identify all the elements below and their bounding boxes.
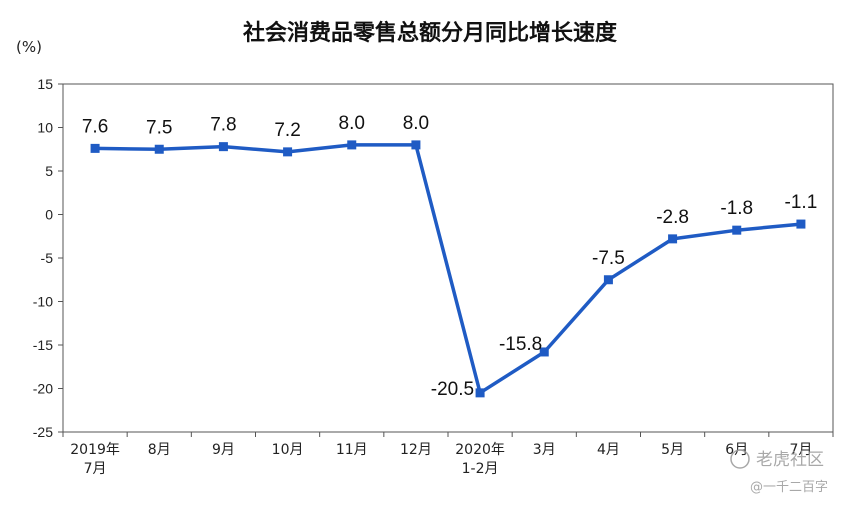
x-tick-label: 1-2月	[462, 461, 499, 477]
x-tick-label: 8月	[148, 442, 171, 458]
series-markers	[90, 140, 806, 398]
data-label: -2.8	[656, 207, 689, 228]
x-tick-label: 7月	[84, 461, 107, 477]
data-label: 8.0	[339, 113, 365, 134]
data-label: -1.1	[785, 192, 818, 213]
watermark: 老虎社区 @一千二百字	[730, 449, 828, 495]
data-point-marker	[283, 147, 293, 157]
data-point-marker	[732, 225, 742, 235]
watermark-logo-icon	[730, 449, 750, 469]
data-label: -7.5	[592, 248, 625, 269]
y-axis: 15 10 5 0 -5 -10 -15 -20 -25	[33, 76, 63, 440]
x-tick-label: 3月	[533, 442, 556, 458]
x-tick-label: 10月	[272, 442, 304, 458]
x-tick-label: 9月	[212, 442, 235, 458]
x-tick-label: 11月	[336, 442, 368, 458]
x-tick-label: 2020年	[455, 442, 505, 458]
y-tick-label: 15	[37, 76, 53, 92]
y-tick-label: 0	[45, 207, 53, 223]
data-label: 7.2	[274, 120, 300, 141]
x-tick-label: 2019年	[70, 442, 120, 458]
data-label: -15.8	[499, 334, 542, 355]
data-label: 7.5	[146, 117, 172, 138]
data-label: -1.8	[720, 198, 753, 219]
y-tick-label: 10	[37, 120, 53, 136]
y-axis-unit: (%)	[16, 38, 42, 56]
data-point-marker	[796, 219, 806, 229]
data-point-marker	[539, 347, 549, 357]
data-point-marker	[475, 388, 485, 398]
data-point-marker	[347, 140, 357, 150]
y-tick-label: 5	[45, 163, 53, 179]
data-point-marker	[603, 275, 613, 285]
data-label: 8.0	[403, 113, 429, 134]
x-tick-label: 5月	[661, 442, 684, 458]
data-label: 7.6	[82, 116, 108, 137]
data-point-marker	[218, 142, 228, 152]
watermark-handle: @一千二百字	[750, 480, 828, 495]
series-line	[95, 143, 802, 395]
data-point-marker	[668, 234, 678, 244]
data-point-marker	[411, 140, 421, 150]
y-tick-label: -10	[33, 294, 53, 310]
y-tick-label: -5	[41, 250, 54, 266]
data-label: 7.8	[210, 115, 236, 136]
y-tick-label: -15	[33, 337, 53, 353]
x-tick-label: 7月	[789, 442, 812, 458]
data-labels: 7.6 7.5 7.8 7.2 8.0 8.0 -20.5 -15.8 -7.5 -2.8 -1.8…	[82, 113, 817, 400]
y-tick-label: -20	[33, 381, 53, 397]
chart-title: 社会消费品零售总额分月同比增长速度	[243, 20, 618, 46]
x-tick-label: 12月	[400, 442, 432, 458]
x-tick-label: 4月	[597, 442, 620, 458]
y-tick-label: -25	[33, 424, 53, 440]
data-point-marker	[154, 144, 164, 154]
data-label: -20.5	[431, 379, 474, 400]
watermark-text: 老虎社区	[756, 450, 824, 470]
data-point-marker	[90, 143, 100, 153]
